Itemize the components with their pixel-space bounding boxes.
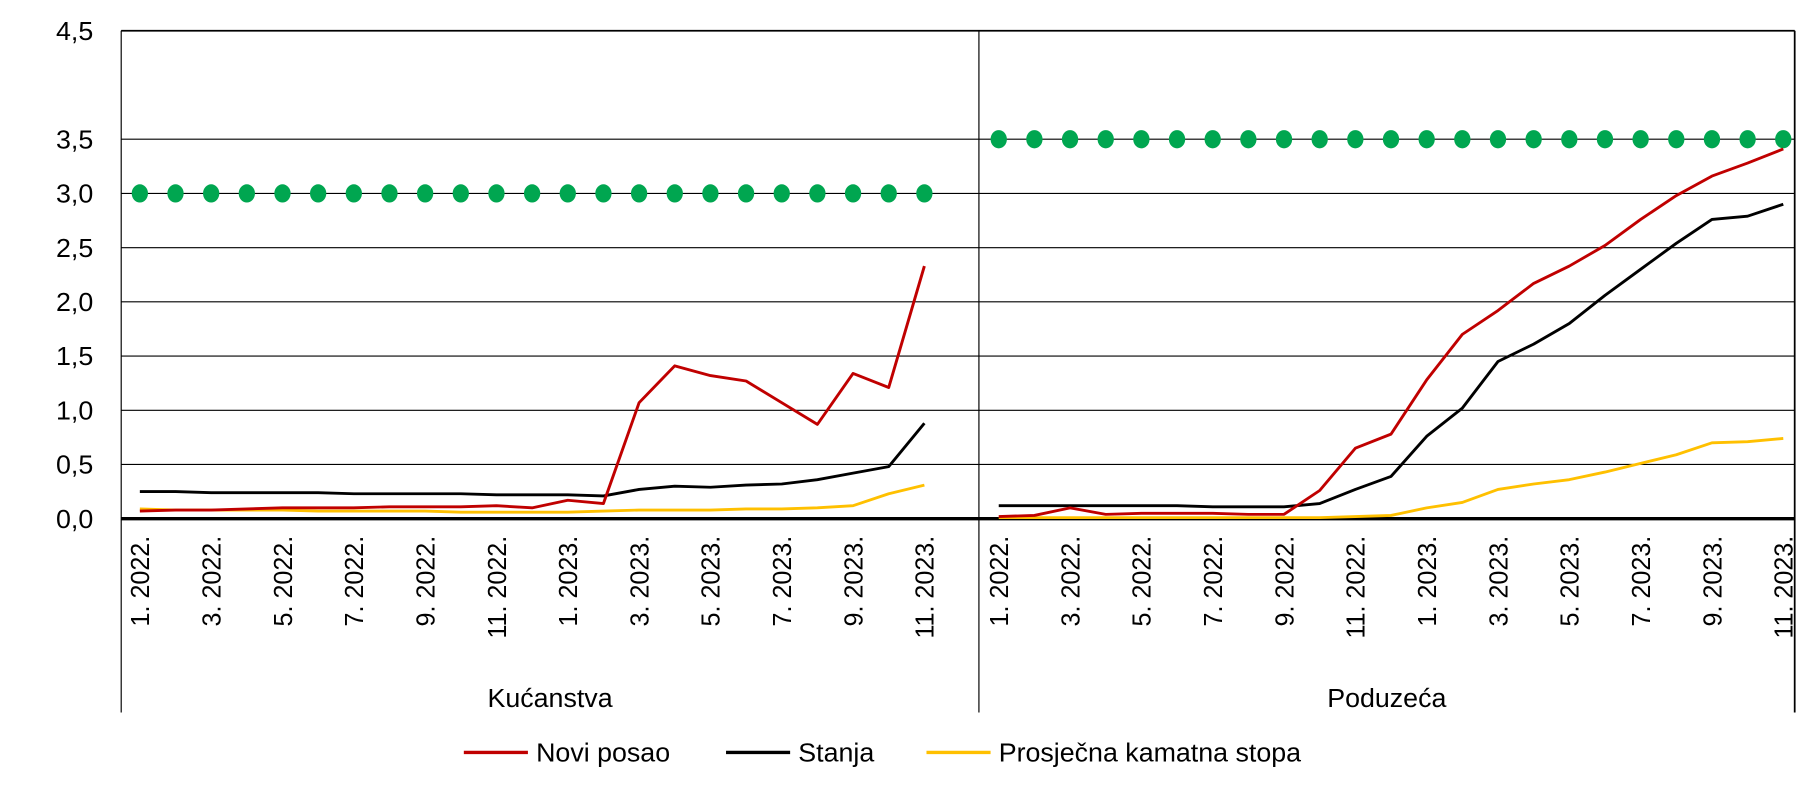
reference-dot [488,184,505,203]
series-line-prosječna-kamatna-stopa [139,483,925,514]
reference-dot [167,184,184,203]
reference-dot [1561,130,1578,149]
reference-dot [1311,130,1328,149]
x-tick-label: 9. 2023. [840,536,868,627]
reference-dot [1061,130,1079,149]
x-tick-label: 1. 2023. [1414,536,1442,627]
x-tick-label: 7. 2023. [769,536,797,627]
reference-dot [238,184,255,203]
x-tick-label: 5. 2023. [1556,536,1584,627]
panel-label: Poduzeća [1327,683,1446,713]
reference-dot [131,184,149,203]
series-line-stanja [998,202,1784,509]
x-tick-label: 1. 2023. [555,536,583,627]
x-tick-label: 9. 2023. [1699,536,1727,627]
reference-dot [844,184,862,203]
series-line-novi-posao [998,147,1784,518]
reference-dot [773,184,790,203]
reference-dot [1097,130,1114,149]
reference-dot [523,184,541,203]
legend-label: Prosječna kamatna stopa [999,738,1302,768]
y-tick-label: 3,0 [56,179,93,209]
reference-dot [1454,130,1471,149]
reference-dot [990,130,1007,149]
reference-dot [345,184,362,203]
y-tick-label: 3,5 [56,125,93,155]
y-tick-label: 2,0 [56,287,93,317]
x-tick-label: 5. 2022. [270,536,298,627]
x-tick-label: 3. 2023. [626,536,654,627]
reference-dot [630,184,648,203]
panel-label: Kućanstva [488,683,613,713]
reference-dot [1775,130,1792,149]
x-tick-label: 9. 2022. [1271,536,1299,627]
reference-dot [702,184,719,203]
x-tick-label: 11. 2023. [911,536,939,639]
reference-dot [1668,130,1685,149]
series-line-prosječna-kamatna-stopa [998,437,1784,520]
reference-dot [1703,130,1721,149]
reference-dot [1632,130,1649,149]
reference-dot [1347,130,1364,149]
reference-dot [1133,130,1150,149]
reference-dot [595,184,612,203]
x-tick-label: 7. 2023. [1628,536,1656,627]
reference-dot [809,184,826,203]
reference-dot [1204,130,1221,149]
reference-dot [1240,130,1257,149]
x-tick-label: 3. 2023. [1485,536,1513,627]
reference-dot [1382,130,1400,149]
reference-dot [1525,130,1542,149]
x-tick-label: 5. 2023. [698,536,726,627]
legend-label: Novi posao [536,738,670,768]
reference-dot [381,184,398,203]
x-tick-label: 3. 2022. [1057,536,1085,627]
reference-dot [880,184,897,203]
y-tick-label: 2,5 [56,233,93,263]
x-tick-label: 7. 2022. [341,536,369,627]
x-tick-label: 11. 2022. [484,536,512,639]
reference-dot [1596,130,1614,149]
series-line-stanja [139,422,926,498]
y-tick-label: 1,0 [56,396,93,426]
y-tick-label: 4,5 [56,16,93,46]
reference-dot [452,184,469,203]
reference-dot [666,184,683,203]
reference-dot [916,184,933,203]
series-line-novi-posao [139,265,926,513]
x-tick-label: 9. 2022. [412,536,440,627]
x-tick-label: 11. 2023. [1770,536,1798,639]
reference-dot [203,184,220,203]
reference-dot [1168,130,1186,149]
reference-dot [1418,130,1435,149]
reference-dot [1026,130,1043,149]
x-tick-label: 1. 2022. [986,536,1014,627]
reference-dot [1489,130,1507,149]
reference-dot [416,184,434,203]
reference-dot [737,184,755,203]
x-tick-label: 5. 2022. [1128,536,1156,627]
y-tick-label: 0,0 [56,504,93,534]
reference-dot [559,184,576,203]
reference-dot [274,184,291,203]
x-tick-label: 3. 2022. [198,536,226,627]
legend-label: Stanja [798,738,874,768]
y-tick-label: 1,5 [56,341,93,371]
reference-dot [309,184,327,203]
y-tick-label: 0,5 [56,450,93,480]
x-tick-label: 1. 2022. [127,536,155,627]
x-tick-label: 7. 2022. [1200,536,1228,627]
x-tick-label: 11. 2022. [1342,536,1370,639]
reference-dot [1739,130,1756,149]
reference-dot [1275,130,1293,149]
